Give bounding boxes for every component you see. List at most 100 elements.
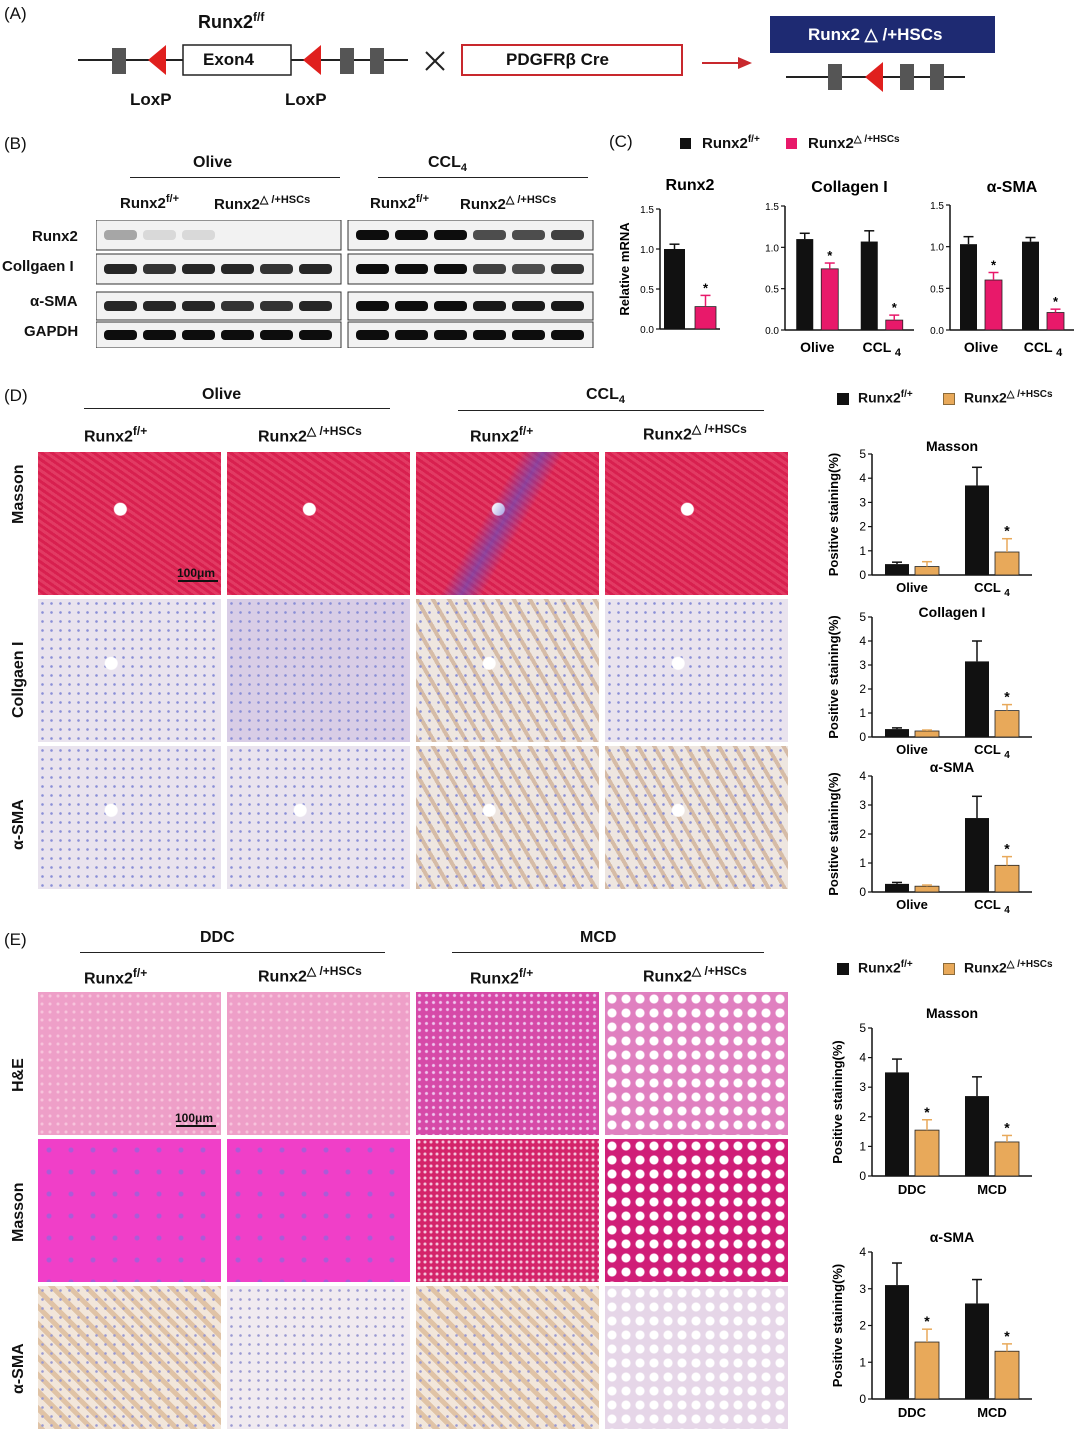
loxp-left-triangle: [148, 45, 166, 75]
histology-image: [38, 992, 221, 1135]
histology-image: [416, 452, 599, 595]
blot-band: [551, 330, 584, 340]
x-category-label: CCL 4: [974, 897, 1010, 916]
d-scale-bar: [178, 580, 218, 582]
loxp-right-label: LoxP: [285, 90, 327, 109]
y-tick-label: 2: [859, 682, 866, 696]
chart-title: Collagen I: [811, 179, 887, 196]
y-tick-label: 0: [859, 885, 866, 899]
bar: [914, 885, 940, 893]
b-group-olive: Olive: [193, 154, 233, 171]
blot-band: [104, 301, 137, 311]
y-axis-label: Positive staining(%): [826, 453, 841, 577]
histology-image: [227, 452, 410, 595]
d-group-olive: Olive: [202, 386, 242, 403]
blot-band: [512, 264, 545, 274]
histology-image: [605, 452, 788, 595]
y-tick-label: 3: [859, 1080, 866, 1094]
e-scale-bar: [176, 1125, 216, 1127]
bar: [914, 1341, 940, 1400]
histology-image: [227, 992, 410, 1135]
significance-marker: *: [1004, 1119, 1010, 1135]
western-blots: [96, 220, 594, 348]
d-ccl4-line: [458, 410, 764, 411]
exon-block: [340, 48, 354, 74]
blot-band: [182, 230, 215, 240]
e-mcd-line: [452, 952, 764, 953]
significance-marker: *: [1004, 523, 1010, 539]
result-label: Runx2 △ /+HSCs: [808, 25, 943, 44]
histology-image: [605, 599, 788, 742]
chart-title: Masson: [926, 438, 978, 454]
bar: [914, 566, 940, 576]
chart-d-sma: α-SMA Positive staining(%) 0 1 2 3 4 Olive * CCL …: [826, 759, 1032, 916]
bar: [994, 864, 1020, 893]
significance-marker: *: [1053, 294, 1059, 309]
y-axis-label: Relative mRNA: [617, 222, 632, 316]
blot-band: [395, 230, 428, 240]
bar: [965, 1096, 989, 1176]
bar: [664, 249, 685, 329]
blot-band: [182, 264, 215, 274]
chart-c-collagen: Collagen I 0.0 0.5 1.0 1.5 * Olive * CCL 4: [765, 179, 914, 359]
e-legend-ko: Runx2△ /+HSCs: [964, 959, 1053, 976]
x-category-label: CCL 4: [862, 339, 901, 359]
blot-band: [221, 230, 254, 240]
y-tick-label: 4: [859, 769, 866, 783]
blot-band: [512, 301, 545, 311]
loxp-right-triangle: [303, 45, 321, 75]
bar: [965, 818, 989, 892]
e-legend-wt: Runx2f/+: [858, 959, 913, 976]
bar: [885, 564, 909, 575]
significance-marker: *: [1004, 1328, 1010, 1344]
bar: [1046, 312, 1065, 331]
bar: [994, 1350, 1020, 1400]
b-row-sma: α-SMA: [30, 293, 78, 310]
y-axis-label: Positive staining(%): [826, 615, 841, 739]
y-tick-label: 0.5: [765, 285, 779, 296]
blot-band: [260, 301, 293, 311]
blot-band: [551, 301, 584, 311]
blot-band: [473, 230, 506, 240]
d-scale-bar-label: 100μm: [177, 566, 216, 580]
bar: [860, 241, 878, 330]
y-tick-label: 3: [859, 495, 866, 509]
blot-band: [221, 330, 254, 340]
x-category-label: DDC: [898, 1182, 927, 1197]
y-tick-label: 2: [859, 1110, 866, 1124]
x-category-label: CCL 4: [974, 742, 1010, 761]
bar: [885, 1072, 909, 1176]
blot-band: [143, 330, 176, 340]
panel-c-label: (C): [609, 132, 633, 151]
histology-image: [38, 1139, 221, 1282]
cre-label: PDGFRβ Cre: [506, 50, 609, 69]
chart-e-masson: Masson Positive staining(%) 0 1 2 3 4 5 * DDC * MCD: [830, 1005, 1032, 1197]
significance-marker: *: [703, 280, 709, 295]
x-category-label: Olive: [964, 339, 998, 355]
e-legend-wt-swatch: [837, 963, 849, 975]
y-tick-label: 5: [859, 610, 866, 624]
histology-image: [605, 1286, 788, 1429]
d-legend-ko: Runx2△ /+HSCs: [964, 389, 1053, 406]
bar: [994, 551, 1020, 576]
x-category-label: Olive: [896, 897, 928, 912]
exon4-box: [182, 44, 292, 76]
blot-band: [260, 330, 293, 340]
y-tick-label: 3: [859, 658, 866, 672]
y-tick-label: 0: [859, 1392, 866, 1406]
y-tick-label: 3: [859, 1282, 866, 1296]
chart-title: α-SMA: [987, 179, 1038, 196]
bar: [965, 661, 989, 737]
histology-image: [227, 1139, 410, 1282]
panel-a-label: (A): [4, 4, 27, 23]
exon-block: [370, 48, 384, 74]
y-axis-label: Positive staining(%): [826, 772, 841, 896]
histology-image: [38, 452, 221, 595]
y-tick-label: 1.0: [930, 243, 944, 254]
bar: [885, 729, 909, 737]
y-tick-label: 1: [859, 1355, 866, 1369]
blot-band: [395, 301, 428, 311]
y-tick-label: 1.5: [765, 202, 779, 213]
e-row-he: H&E: [10, 1058, 27, 1092]
blot-band: [512, 230, 545, 240]
